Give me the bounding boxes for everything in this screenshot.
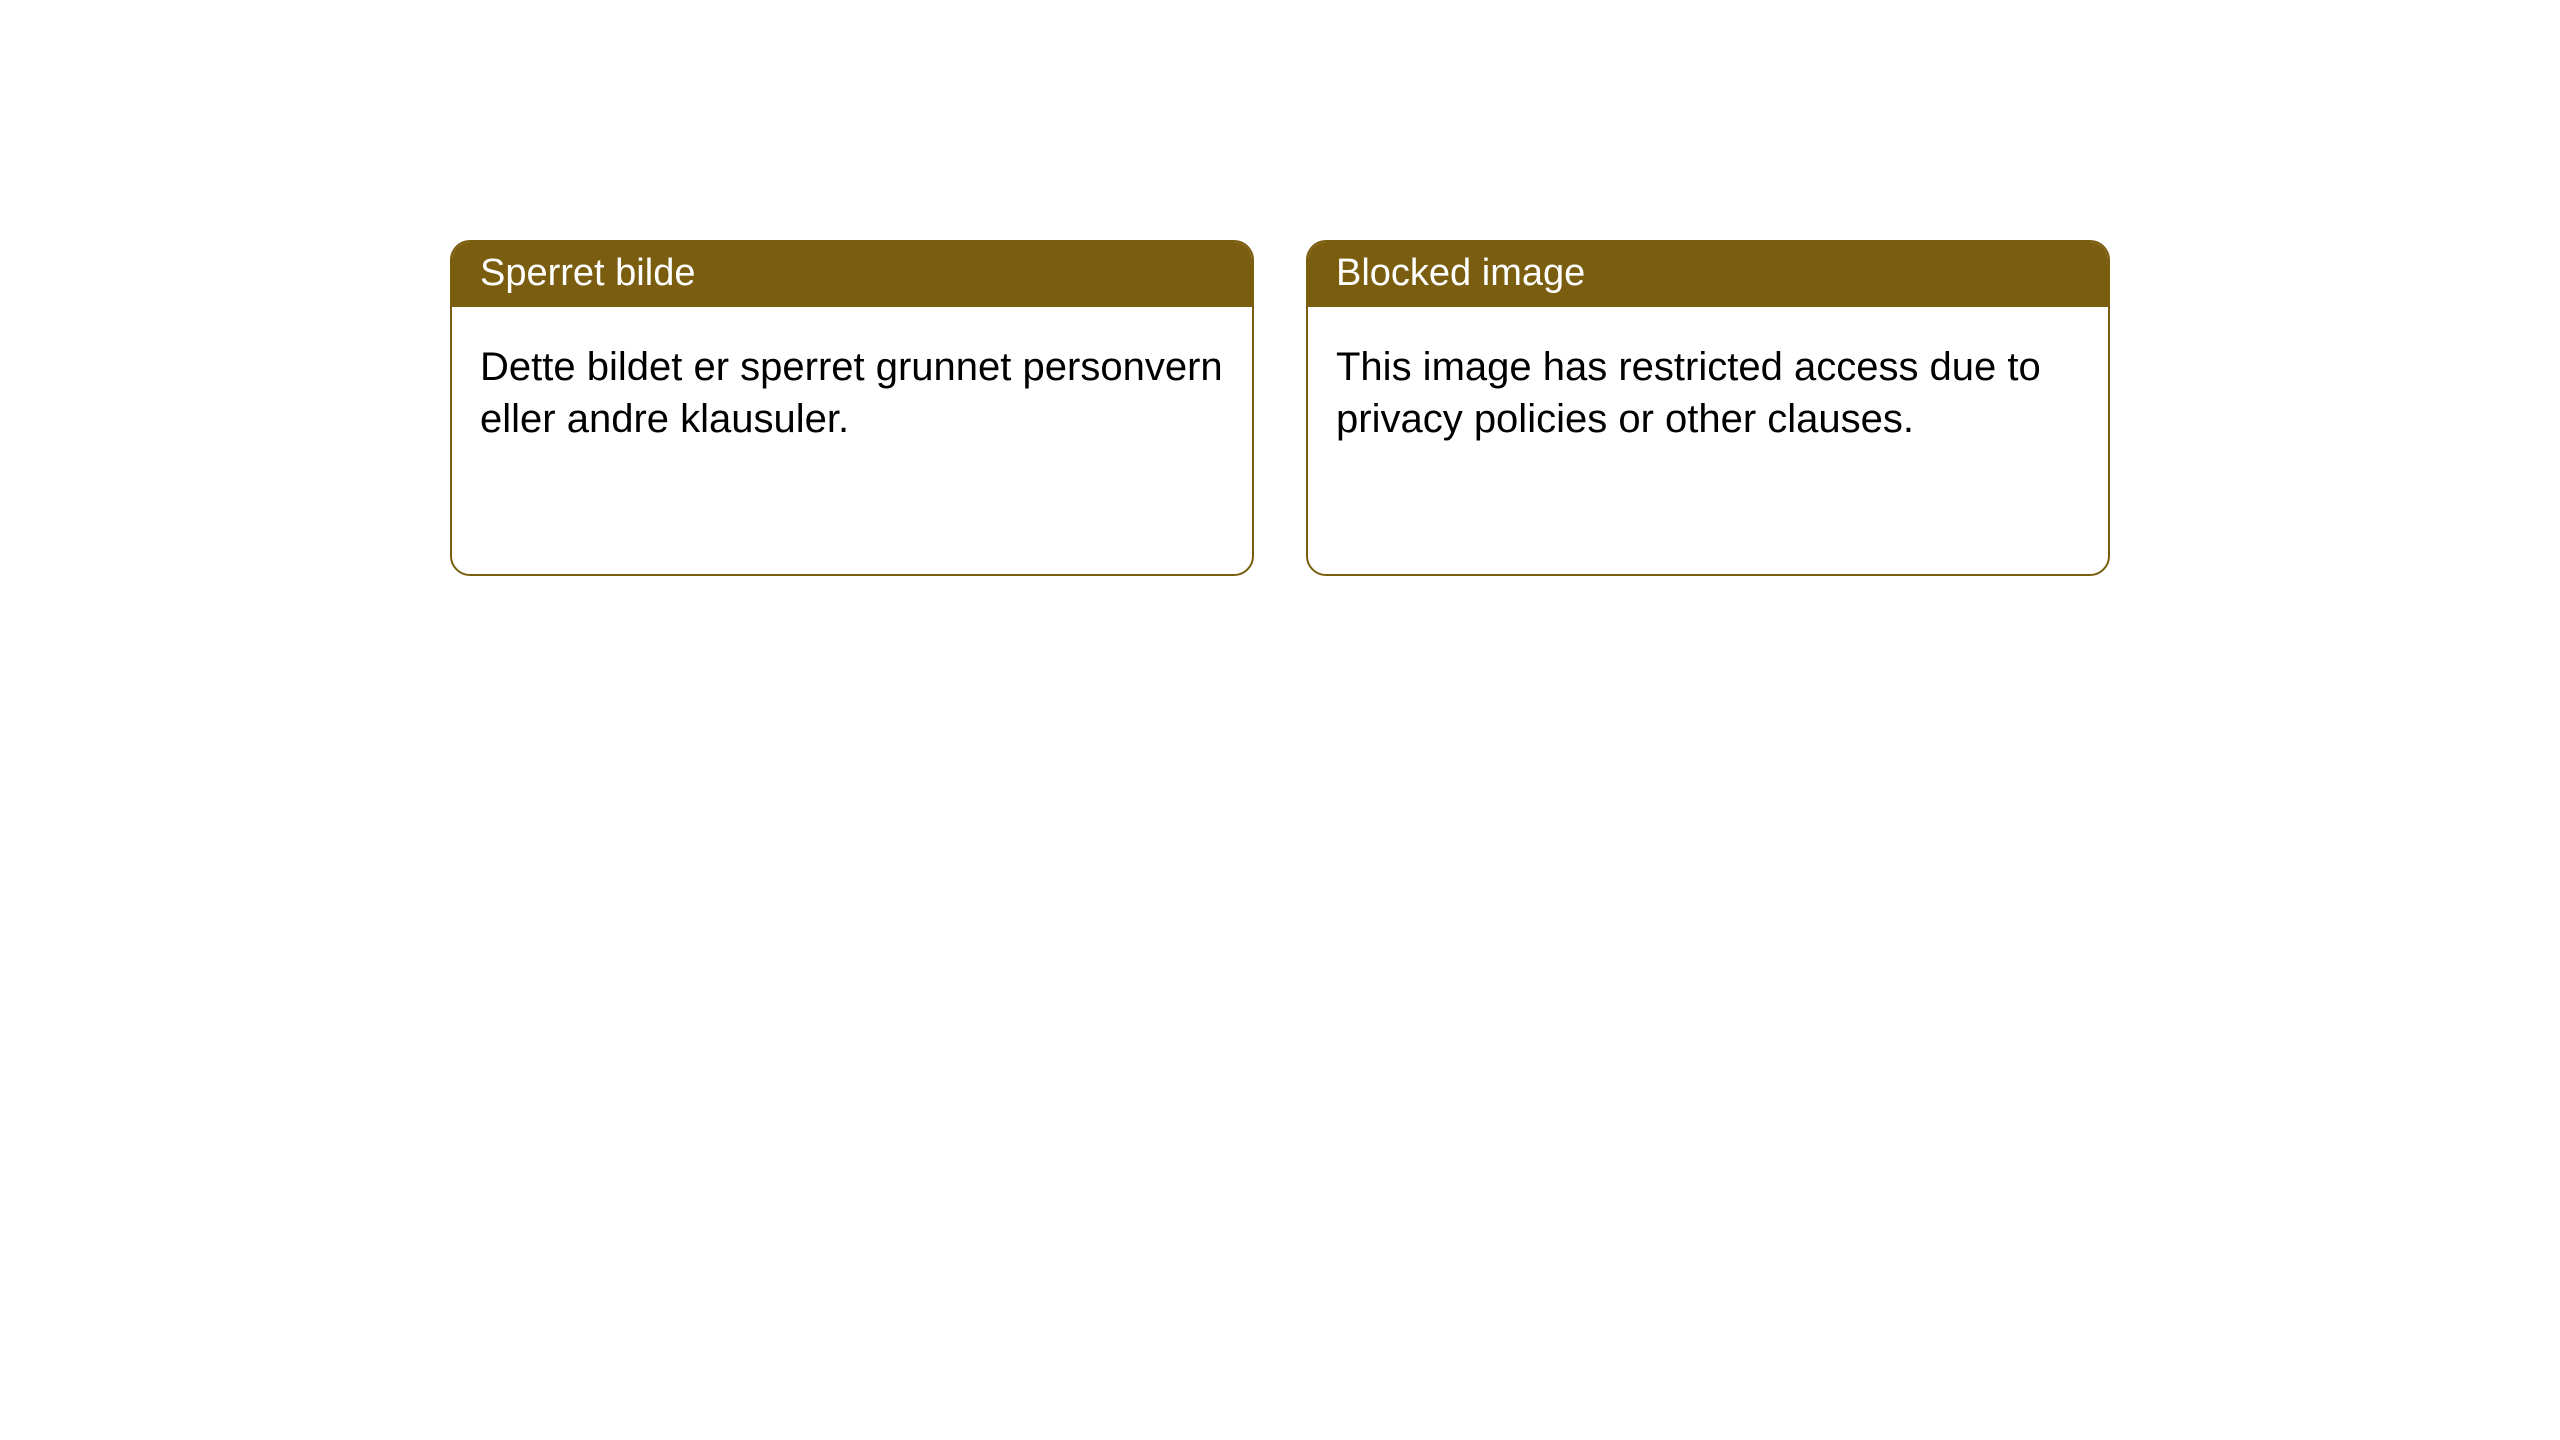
card-header: Blocked image xyxy=(1308,242,2108,307)
cards-container: Sperret bilde Dette bildet er sperret gr… xyxy=(0,0,2560,576)
card-body: This image has restricted access due to … xyxy=(1308,307,2108,473)
card-header: Sperret bilde xyxy=(452,242,1252,307)
card-body-text: This image has restricted access due to … xyxy=(1336,345,2041,441)
blocked-image-card-norwegian: Sperret bilde Dette bildet er sperret gr… xyxy=(450,240,1254,576)
card-body: Dette bildet er sperret grunnet personve… xyxy=(452,307,1252,473)
card-title: Blocked image xyxy=(1336,252,1585,294)
card-body-text: Dette bildet er sperret grunnet personve… xyxy=(480,345,1223,441)
blocked-image-card-english: Blocked image This image has restricted … xyxy=(1306,240,2110,576)
card-title: Sperret bilde xyxy=(480,252,695,294)
